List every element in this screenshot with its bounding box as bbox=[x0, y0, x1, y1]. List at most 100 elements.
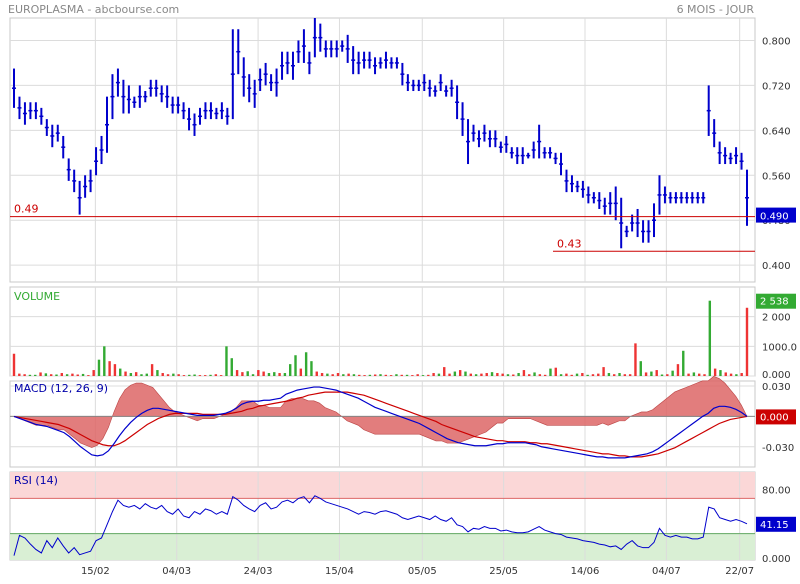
price-last-badge bbox=[756, 207, 796, 223]
volume-bar bbox=[538, 374, 542, 376]
volume-bar bbox=[650, 371, 653, 376]
volume-bar bbox=[634, 343, 637, 376]
volume-bar bbox=[347, 373, 350, 376]
support-label-0.43: 0.43 bbox=[557, 237, 582, 250]
volume-bar bbox=[729, 373, 733, 376]
x-tick-label: 14/06 bbox=[571, 566, 600, 577]
volume-bar bbox=[103, 346, 106, 376]
volume-bar bbox=[326, 373, 329, 376]
volume-bar bbox=[310, 361, 313, 376]
volume-bar bbox=[161, 373, 164, 376]
volume-bar bbox=[129, 373, 133, 376]
volume-bar bbox=[623, 374, 627, 376]
volume-bar bbox=[506, 374, 510, 376]
volume-bar bbox=[124, 371, 127, 376]
volume-bar bbox=[735, 374, 738, 376]
volume-bar bbox=[501, 373, 504, 376]
rsi-last-badge bbox=[756, 516, 796, 532]
volume-bar bbox=[113, 364, 117, 376]
volume-bar bbox=[697, 373, 701, 376]
volume-bar bbox=[708, 300, 712, 376]
volume-bar bbox=[283, 373, 287, 376]
volume-bar bbox=[628, 374, 632, 376]
volume-bar bbox=[543, 374, 547, 376]
volume-bar bbox=[400, 374, 403, 376]
volume-bar bbox=[304, 352, 308, 376]
volume-bar bbox=[448, 373, 451, 376]
volume-bar bbox=[480, 373, 483, 376]
volume-tick-label: 0.000 bbox=[762, 370, 791, 381]
volume-bar bbox=[156, 370, 159, 376]
price-tick-label: 0.800 bbox=[762, 36, 791, 47]
price-tick-label: 0.560 bbox=[762, 171, 791, 182]
volume-bar bbox=[320, 373, 324, 376]
volume-bar bbox=[437, 373, 441, 376]
volume-bar bbox=[591, 374, 595, 376]
macd-histogram bbox=[13, 376, 748, 448]
volume-bar bbox=[352, 374, 356, 376]
volume-bar bbox=[522, 370, 526, 376]
volume-bar bbox=[140, 374, 143, 376]
volume-bar bbox=[432, 373, 435, 376]
chart-title: EUROPLASMA - abcbourse.com bbox=[8, 3, 179, 16]
volume-bar bbox=[358, 374, 361, 376]
volume-bar bbox=[97, 359, 101, 376]
x-tick-label: 15/04 bbox=[325, 566, 354, 577]
volume-bar bbox=[39, 372, 42, 376]
volume-bar bbox=[464, 371, 467, 376]
volume-bar bbox=[262, 371, 265, 376]
volume-bar bbox=[533, 372, 536, 376]
volume-bar bbox=[644, 372, 648, 376]
volume-bar bbox=[554, 367, 557, 376]
volume-bar bbox=[336, 373, 340, 376]
volume-bar bbox=[745, 307, 749, 376]
rsi-title: RSI (14) bbox=[14, 474, 58, 487]
volume-bar bbox=[278, 373, 281, 376]
volume-bar bbox=[379, 374, 382, 376]
volume-bar bbox=[443, 367, 446, 376]
volume-tick-label: 1000.0 bbox=[762, 342, 797, 353]
x-tick-label: 04/07 bbox=[652, 566, 681, 577]
x-tick-label: 24/03 bbox=[244, 566, 273, 577]
volume-bar bbox=[687, 373, 690, 376]
volume-bar bbox=[188, 374, 191, 376]
volume-bar bbox=[671, 370, 674, 376]
volume-bar bbox=[389, 375, 393, 376]
volume-bar bbox=[421, 375, 425, 376]
volume-bar bbox=[639, 361, 642, 376]
volume-bar bbox=[570, 374, 573, 376]
volume-bar bbox=[618, 373, 621, 376]
label-layer: 0.8000.7200.6400.5600.4800.40015/0204/03… bbox=[14, 36, 797, 577]
rsi-tick-label: 0.000 bbox=[762, 554, 791, 565]
volume-bar bbox=[299, 368, 303, 376]
volume-bar bbox=[474, 374, 478, 376]
volume-bar bbox=[655, 370, 658, 376]
volume-bar bbox=[44, 373, 48, 376]
x-tick-label: 22/07 bbox=[725, 566, 754, 577]
price-tick-label: 0.400 bbox=[762, 261, 791, 272]
volume-bar bbox=[134, 372, 138, 376]
volume-bar bbox=[172, 373, 175, 376]
volume-bar bbox=[416, 374, 419, 376]
volume-bar bbox=[528, 374, 531, 376]
volume-bar bbox=[65, 374, 69, 376]
price-layer bbox=[10, 18, 755, 252]
volume-bar bbox=[469, 373, 472, 376]
volume-bar bbox=[166, 374, 170, 376]
rsi-overbought-zone bbox=[10, 472, 755, 498]
volume-bar bbox=[512, 374, 515, 376]
volume-bar bbox=[71, 373, 74, 376]
volume-bar bbox=[214, 374, 218, 376]
volume-bar bbox=[92, 370, 95, 376]
volume-bar bbox=[273, 372, 276, 376]
volume-bar bbox=[602, 367, 605, 376]
volume-bar bbox=[209, 374, 212, 376]
volume-bar bbox=[34, 374, 37, 376]
rsi-layer bbox=[10, 495, 755, 556]
volume-bar bbox=[23, 374, 26, 376]
volume-bar bbox=[692, 372, 696, 376]
volume-bar bbox=[182, 375, 186, 376]
rsi-tick-label: 80.00 bbox=[762, 486, 791, 497]
volume-bar bbox=[49, 374, 53, 376]
